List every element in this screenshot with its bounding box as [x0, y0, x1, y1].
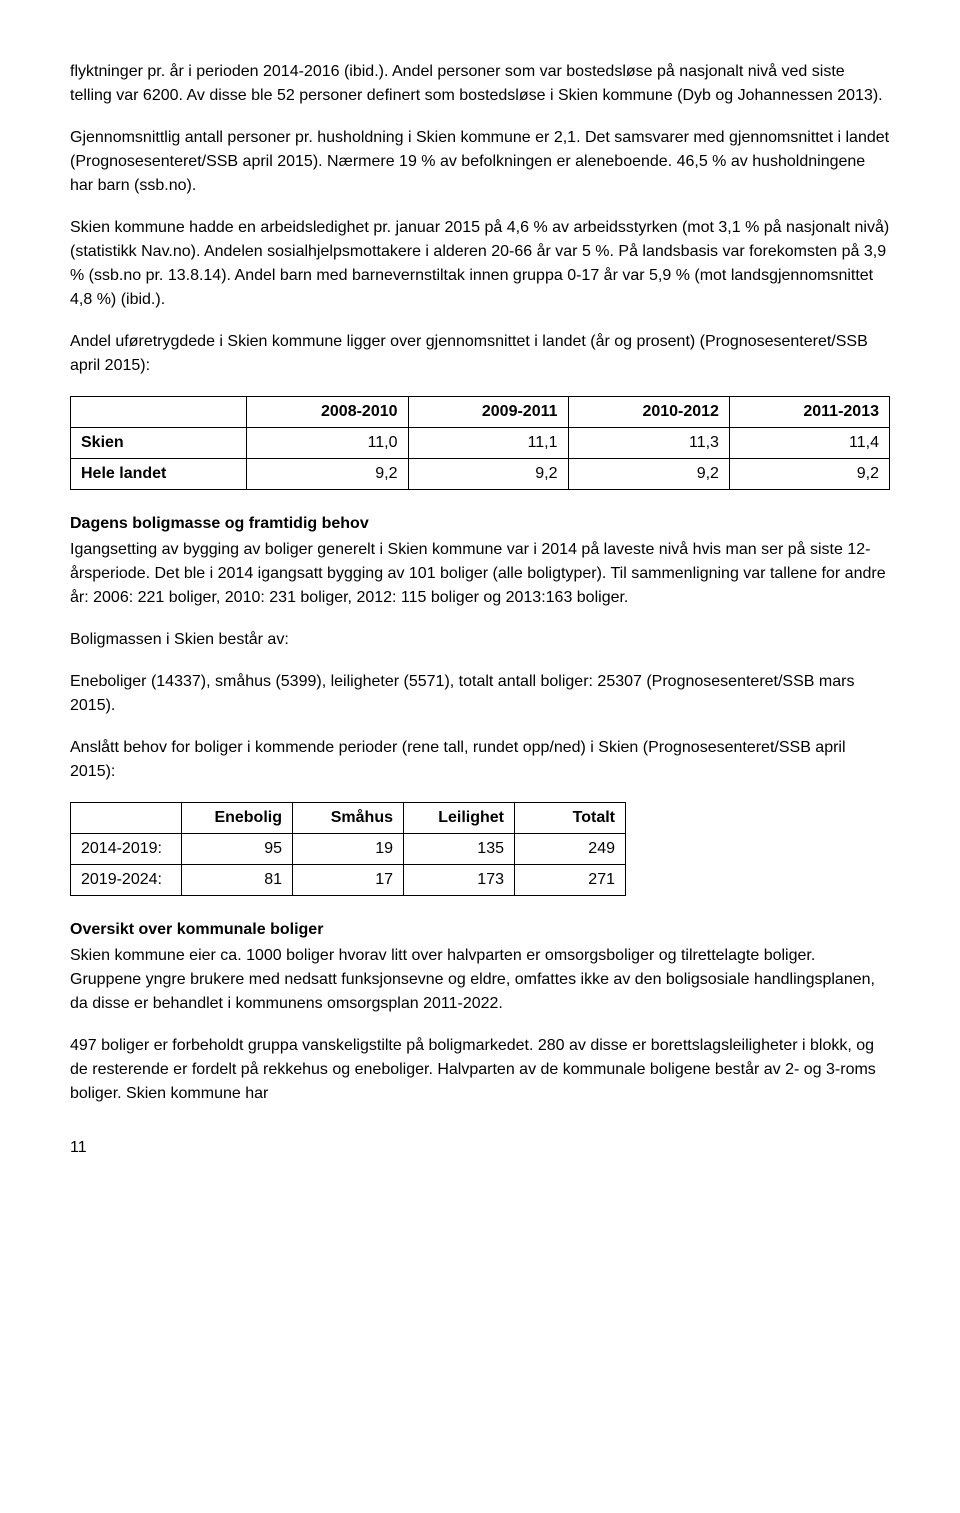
table-cell: 2014-2019:	[71, 834, 182, 865]
table-cell: 173	[404, 865, 515, 896]
table-cell: Skien	[71, 428, 247, 459]
table-header: Småhus	[293, 803, 404, 834]
table-row: Skien 11,0 11,1 11,3 11,4	[71, 428, 890, 459]
table-cell: Hele landet	[71, 459, 247, 490]
table-header: Totalt	[515, 803, 626, 834]
table-cell: 11,1	[408, 428, 568, 459]
table-header: 2011-2013	[729, 397, 889, 428]
table-header	[71, 803, 182, 834]
table-cell: 249	[515, 834, 626, 865]
table-cell: 95	[182, 834, 293, 865]
table-header: 2008-2010	[247, 397, 408, 428]
section-heading: Dagens boligmasse og framtidig behov	[70, 512, 890, 536]
table-header: 2009-2011	[408, 397, 568, 428]
table-header-row: Enebolig Småhus Leilighet Totalt	[71, 803, 626, 834]
table-cell: 81	[182, 865, 293, 896]
paragraph: Anslått behov for boliger i kommende per…	[70, 736, 890, 784]
table-row: 2014-2019: 95 19 135 249	[71, 834, 626, 865]
bolig-behov-table: Enebolig Småhus Leilighet Totalt 2014-20…	[70, 802, 626, 896]
table-cell: 11,0	[247, 428, 408, 459]
table-cell: 11,4	[729, 428, 889, 459]
paragraph: Skien kommune eier ca. 1000 boliger hvor…	[70, 944, 890, 1016]
table-cell: 9,2	[408, 459, 568, 490]
table-header	[71, 397, 247, 428]
paragraph: 497 boliger er forbeholdt gruppa vanskel…	[70, 1034, 890, 1106]
ufore-table: 2008-2010 2009-2011 2010-2012 2011-2013 …	[70, 396, 890, 490]
table-cell: 135	[404, 834, 515, 865]
table-cell: 9,2	[568, 459, 729, 490]
table-cell: 9,2	[729, 459, 889, 490]
table-cell: 2019-2024:	[71, 865, 182, 896]
table-header: Leilighet	[404, 803, 515, 834]
paragraph: flyktninger pr. år i perioden 2014-2016 …	[70, 60, 890, 108]
paragraph: Andel uføretrygdede i Skien kommune ligg…	[70, 330, 890, 378]
paragraph: Eneboliger (14337), småhus (5399), leili…	[70, 670, 890, 718]
table-header: Enebolig	[182, 803, 293, 834]
paragraph: Boligmassen i Skien består av:	[70, 628, 890, 652]
paragraph: Skien kommune hadde en arbeidsledighet p…	[70, 216, 890, 312]
paragraph: Igangsetting av bygging av boliger gener…	[70, 538, 890, 610]
table-header-row: 2008-2010 2009-2011 2010-2012 2011-2013	[71, 397, 890, 428]
table-row: 2019-2024: 81 17 173 271	[71, 865, 626, 896]
table-cell: 271	[515, 865, 626, 896]
page-number: 11	[70, 1136, 890, 1160]
table-cell: 9,2	[247, 459, 408, 490]
table-header: 2010-2012	[568, 397, 729, 428]
table-row: Hele landet 9,2 9,2 9,2 9,2	[71, 459, 890, 490]
paragraph: Gjennomsnittlig antall personer pr. hush…	[70, 126, 890, 198]
table-cell: 19	[293, 834, 404, 865]
table-cell: 17	[293, 865, 404, 896]
section-heading: Oversikt over kommunale boliger	[70, 918, 890, 942]
table-cell: 11,3	[568, 428, 729, 459]
